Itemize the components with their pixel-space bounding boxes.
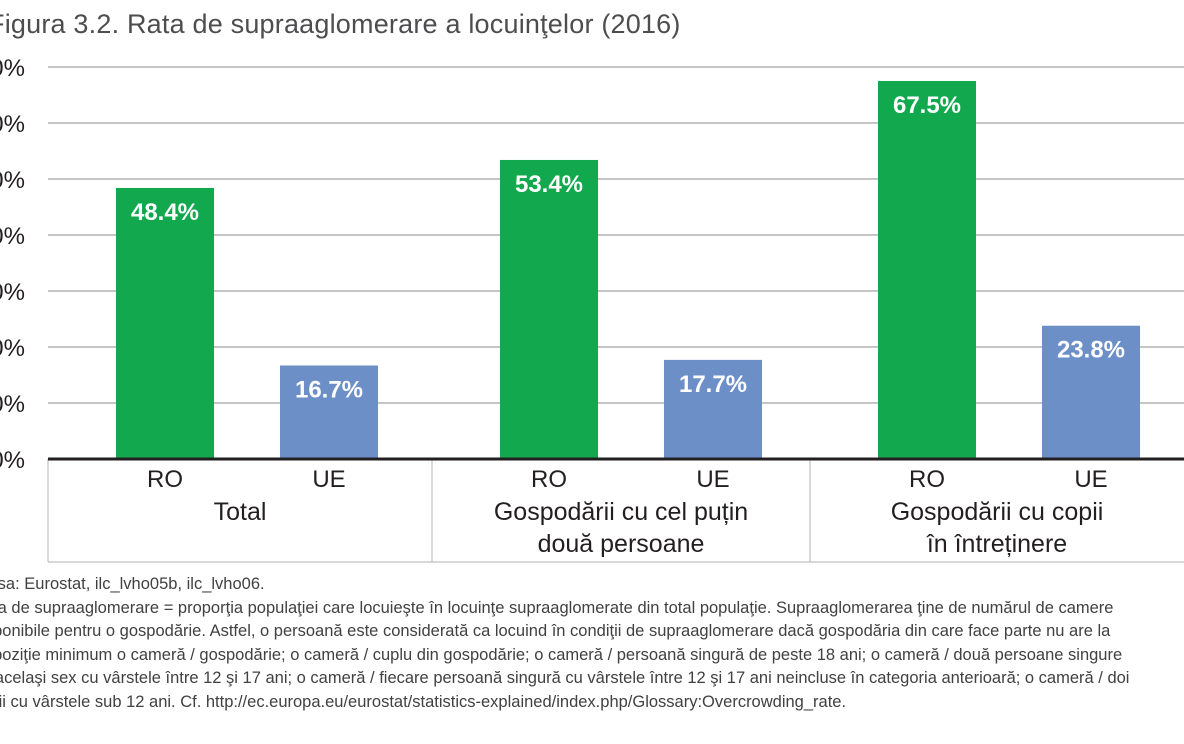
bar-ue (664, 359, 762, 459)
data-label: 17.7% (679, 371, 747, 398)
definition-note-line: copii cu vârstele sub 12 ani. Cf. http:/… (0, 692, 847, 711)
category-label: RO (531, 466, 567, 493)
bar-ro (116, 187, 214, 459)
group-label: Gospodării cu copii (891, 498, 1104, 526)
definition-note-line: de acelaşi sex cu vârstele între 12 şi 1… (0, 669, 1130, 687)
bar-ue (1042, 325, 1140, 459)
category-label: RO (147, 466, 183, 493)
category-table: RO UE Total RO UE Gospodării cu cel puțin două… (47, 457, 1184, 563)
category-label: RO (909, 466, 945, 493)
gridlines (48, 66, 1184, 404)
y-tick-label: 50% (0, 167, 25, 194)
y-tick-label: 10% (0, 391, 25, 418)
category-label: UE (312, 466, 345, 493)
data-labels: 48.4% 16.7% 53.4% 17.7% 67.5% 23.8% (131, 92, 1125, 403)
category-label: UE (696, 466, 729, 493)
y-tick-label: 30% (0, 279, 25, 306)
definition-note-line: dispoziţie minimum o cameră / gospodărie… (0, 645, 1123, 664)
y-axis-tick-labels: 0% 10% 20% 30% 40% 50% 60% 70% (0, 55, 25, 474)
group-label: în întreținere (926, 530, 1067, 558)
chart-title: Figura 3.2. Rata de supraaglomerare a lo… (0, 9, 681, 39)
chart-notes: Sursa: Eurostat, ilc_lvho05b, ilc_lvho06… (0, 573, 1184, 714)
data-label: 48.4% (131, 199, 199, 226)
bar-chart: 0% 10% 20% 30% 40% 50% 60% 70% 48.4% 16.7% 53.4% 1… (0, 55, 1184, 563)
group-label: Total (214, 498, 267, 526)
source-note: Sursa: Eurostat, ilc_lvho05b, ilc_lvho06… (0, 575, 265, 593)
y-tick-label: 70% (0, 55, 25, 82)
y-tick-label: 60% (0, 111, 25, 138)
data-label: 23.8% (1057, 337, 1125, 364)
bar-ue (280, 365, 378, 459)
y-tick-label: 0% (0, 447, 25, 474)
definition-note-line: Rata de supraaglomerare = proporţia popu… (0, 598, 1114, 617)
bar-ro (500, 159, 598, 459)
data-label: 67.5% (893, 92, 961, 119)
category-label: UE (1074, 466, 1107, 493)
definition-note-line: disponibile pentru o gospodărie. Astfel,… (0, 622, 1111, 640)
group-label: două persoane (538, 530, 705, 558)
bar-ro (878, 81, 976, 459)
y-tick-label: 20% (0, 335, 25, 362)
group-label: Gospodării cu cel puțin (494, 498, 748, 526)
data-label: 53.4% (515, 171, 583, 198)
data-label: 16.7% (295, 376, 363, 403)
y-tick-label: 40% (0, 223, 25, 250)
bars (116, 81, 1140, 459)
